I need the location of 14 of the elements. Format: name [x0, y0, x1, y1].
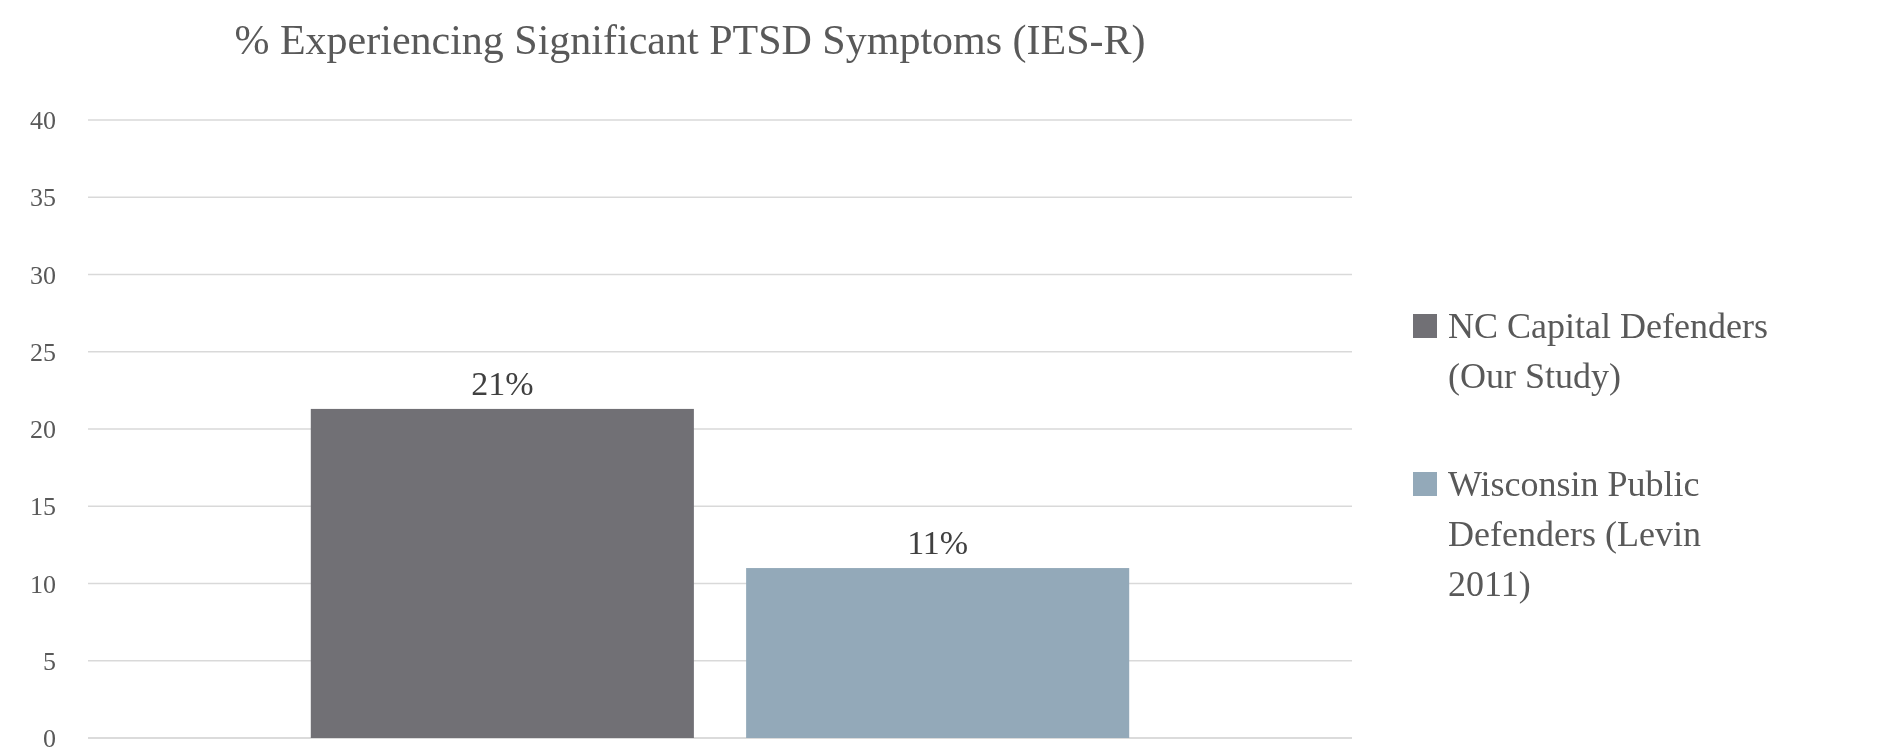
y-tick-label: 0: [43, 724, 56, 753]
data-label: 11%: [907, 524, 969, 562]
legend-label: NC Capital Defenders (Our Study): [1448, 306, 1768, 396]
legend-label: Wisconsin Public Defenders (Levin 2011): [1448, 464, 1701, 604]
y-tick-label: 10: [30, 569, 56, 599]
y-tick-label: 20: [30, 415, 56, 445]
data-label: 21%: [471, 364, 534, 402]
y-tick-label: 15: [30, 492, 56, 522]
y-tick-label: 40: [30, 106, 56, 136]
y-tick-label: 5: [43, 646, 56, 676]
y-tick-label: 25: [30, 337, 56, 367]
y-tick-label: 30: [30, 260, 56, 290]
chart-title: % Experiencing Significant PTSD Symptoms (IES-R): [234, 17, 1146, 64]
y-tick-label: 35: [30, 183, 56, 213]
